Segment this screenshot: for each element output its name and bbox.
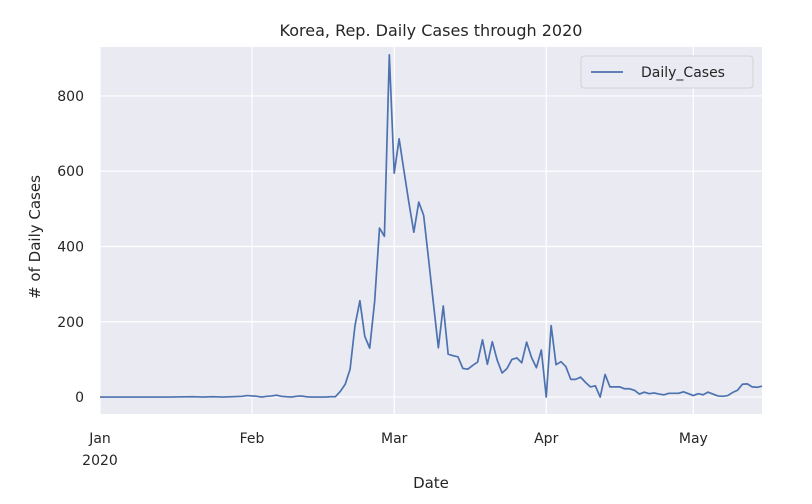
y-axis-label: # of Daily Cases xyxy=(26,175,44,299)
x-tick-label: Jan xyxy=(88,431,111,447)
y-tick-label: 0 xyxy=(75,390,84,406)
legend-box xyxy=(580,55,754,89)
y-tick-label: 200 xyxy=(57,315,84,331)
y-tick-label: 600 xyxy=(57,164,84,180)
x-axis-label: Date xyxy=(413,474,449,492)
legend: Daily_Cases xyxy=(580,55,754,89)
series-line-daily-cases xyxy=(100,54,763,398)
legend-label: Daily_Cases xyxy=(641,65,725,81)
x-tick-label: May xyxy=(679,431,708,447)
series-layer xyxy=(100,54,763,398)
x-axis: Jan 2020 Feb Mar Apr May xyxy=(82,431,708,469)
y-axis: 0 200 400 600 800 xyxy=(57,89,84,406)
x-tick-label: Apr xyxy=(534,431,558,447)
x-tick-sublabel: 2020 xyxy=(82,453,118,469)
x-tick-label: Feb xyxy=(240,431,265,447)
plot-area xyxy=(100,47,762,414)
x-tick-label: Mar xyxy=(381,431,408,447)
y-tick-label: 800 xyxy=(57,89,84,105)
y-tick-label: 400 xyxy=(57,239,84,255)
chart-title: Korea, Rep. Daily Cases through 2020 xyxy=(280,21,583,40)
